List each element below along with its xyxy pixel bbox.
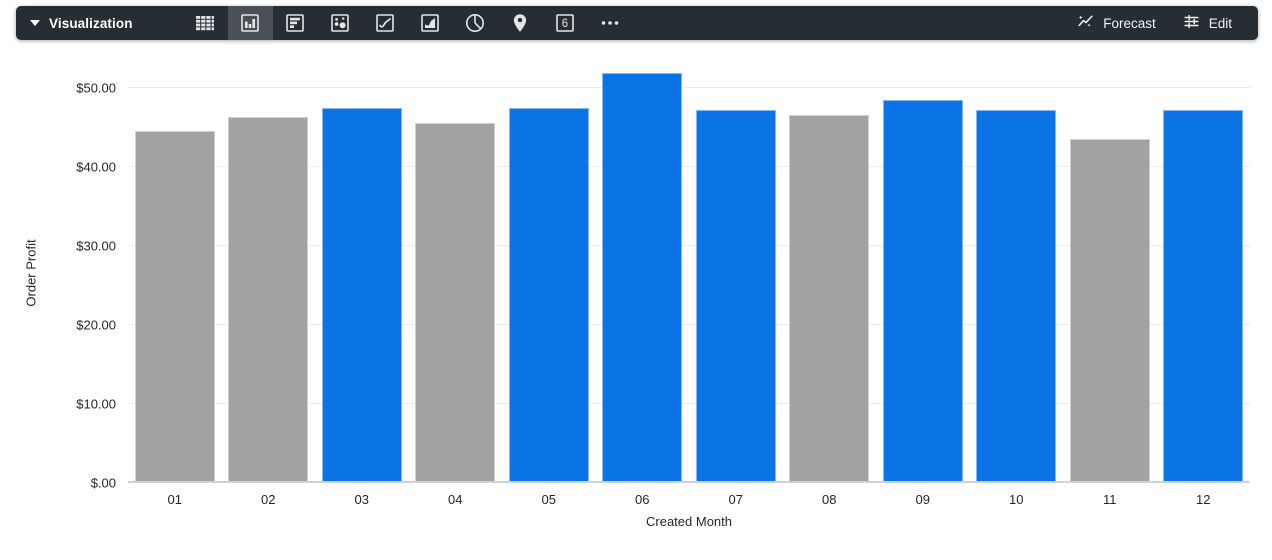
- bar-slot: 01: [128, 66, 222, 507]
- visualization-collapse-toggle[interactable]: Visualization: [16, 6, 147, 40]
- x-axis-line: [128, 481, 1250, 483]
- viz-type-switcher: 6: [183, 6, 633, 40]
- y-axis-title: Order Profit: [23, 239, 39, 307]
- bar-slot: 12: [1157, 66, 1251, 507]
- gridline: [128, 87, 1250, 89]
- bar-09[interactable]: [882, 99, 963, 483]
- bar-01[interactable]: [134, 130, 215, 483]
- svg-text:6: 6: [562, 18, 568, 30]
- bar-slot: 03: [315, 66, 409, 507]
- viz-type-line-button[interactable]: [363, 6, 408, 40]
- bar-slot: 05: [502, 66, 596, 507]
- table-icon: [193, 11, 217, 35]
- edit-button[interactable]: Edit: [1174, 6, 1240, 40]
- map-pin-icon: [508, 11, 532, 35]
- forecast-button[interactable]: Forecast: [1068, 6, 1164, 40]
- bar-07[interactable]: [695, 110, 776, 483]
- x-tick-label: 11: [1103, 492, 1117, 507]
- bar-02[interactable]: [228, 117, 309, 483]
- bar-slot: 02: [222, 66, 316, 507]
- gridline: [128, 403, 1250, 405]
- bar-slot: 08: [783, 66, 877, 507]
- viz-type-table-button[interactable]: [183, 6, 228, 40]
- viz-type-column-button[interactable]: [227, 6, 273, 40]
- viz-type-more-button[interactable]: [588, 6, 633, 40]
- y-tick-label: $.00: [90, 475, 116, 491]
- bar-slot: 11: [1063, 66, 1157, 507]
- y-tick-label: $30.00: [76, 238, 116, 254]
- toolbar-title: Visualization: [49, 15, 133, 31]
- bar-slot: 07: [689, 66, 783, 507]
- line-chart-icon: [373, 11, 397, 35]
- y-tick-label: $20.00: [76, 317, 116, 333]
- bar-08[interactable]: [789, 114, 870, 483]
- bar-03[interactable]: [321, 107, 402, 483]
- column-chart-icon: [238, 11, 262, 35]
- plot-area: Created Month $.00 $10.00 $20.00 $30.00 $40.…: [76, 66, 1251, 529]
- x-tick-label: 05: [541, 492, 556, 507]
- visualization-toolbar: Visualization: [16, 6, 1258, 40]
- bar-slot: 06: [596, 66, 690, 507]
- more-icon: [598, 11, 622, 35]
- scatter-chart-icon: [328, 11, 352, 35]
- horizontal-bar-chart-icon: [283, 11, 307, 35]
- viz-type-scatter-button[interactable]: [318, 6, 363, 40]
- bars-container: 01 02 03 04 05 06 07 08 09 10 11 12: [128, 66, 1251, 507]
- bar-slot: 09: [876, 66, 970, 507]
- x-axis-title: Created Month: [646, 514, 732, 529]
- bar-slot: 04: [409, 66, 503, 507]
- forecast-label: Forecast: [1103, 15, 1156, 31]
- y-tick-label: $50.00: [76, 80, 116, 96]
- tune-icon: [1182, 12, 1201, 34]
- chevron-down-icon: [30, 20, 40, 26]
- gridline: [128, 166, 1250, 168]
- viz-type-pie-button[interactable]: [453, 6, 498, 40]
- edit-label: Edit: [1208, 15, 1232, 31]
- bar-12[interactable]: [1163, 110, 1244, 483]
- viz-type-area-button[interactable]: [408, 6, 453, 40]
- x-tick-label: 03: [354, 492, 369, 507]
- single-value-icon: 6: [553, 11, 577, 35]
- forecast-icon: [1076, 12, 1095, 34]
- bar-10[interactable]: [976, 110, 1057, 483]
- toolbar-right-actions: Forecast Edit: [1068, 6, 1258, 40]
- bar-06[interactable]: [602, 73, 683, 483]
- viz-type-bar-button[interactable]: [273, 6, 318, 40]
- y-tick-label: $10.00: [76, 396, 116, 412]
- bar-05[interactable]: [508, 107, 589, 483]
- x-tick-label: 10: [1009, 492, 1024, 507]
- x-tick-label: 07: [728, 492, 743, 507]
- gridline: [128, 245, 1250, 247]
- x-tick-label: 02: [261, 492, 276, 507]
- gridline: [128, 324, 1250, 326]
- x-tick-label: 08: [822, 492, 837, 507]
- bar-slot: 10: [970, 66, 1064, 507]
- x-tick-label: 01: [167, 492, 182, 507]
- x-tick-label: 09: [915, 492, 930, 507]
- x-tick-label: 04: [448, 492, 463, 507]
- area-chart-icon: [418, 11, 442, 35]
- y-tick-label: $40.00: [76, 159, 116, 175]
- x-tick-label: 06: [635, 492, 650, 507]
- bar-11[interactable]: [1069, 139, 1150, 483]
- pie-chart-icon: [463, 11, 487, 35]
- x-tick-label: 12: [1196, 492, 1211, 507]
- bar-04[interactable]: [415, 122, 496, 483]
- viz-type-map-button[interactable]: [498, 6, 543, 40]
- viz-type-single-value-button[interactable]: 6: [543, 6, 588, 40]
